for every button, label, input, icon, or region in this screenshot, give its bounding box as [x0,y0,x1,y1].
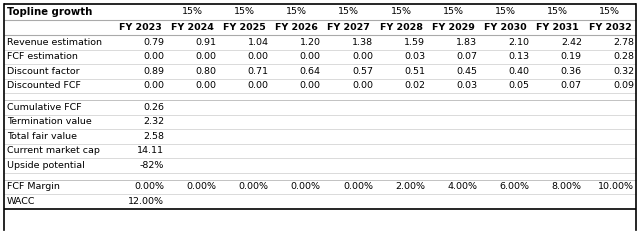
Text: 0.09: 0.09 [613,81,634,90]
Text: 15%: 15% [600,7,620,17]
Text: 14.11: 14.11 [137,146,164,155]
Text: 0.91: 0.91 [195,38,216,47]
Text: FY 2028: FY 2028 [380,23,422,32]
Text: Termination value: Termination value [7,117,92,126]
Text: 0.40: 0.40 [509,67,530,76]
Text: 15%: 15% [339,7,360,17]
Text: 0.36: 0.36 [561,67,582,76]
Text: 0.51: 0.51 [404,67,425,76]
Text: 0.32: 0.32 [613,67,634,76]
Text: 4.00%: 4.00% [447,182,477,191]
Text: FY 2032: FY 2032 [589,23,631,32]
Text: 0.00%: 0.00% [291,182,321,191]
Text: 0.00: 0.00 [143,52,164,61]
Text: 0.00: 0.00 [352,81,373,90]
Text: FY 2026: FY 2026 [275,23,318,32]
Text: FY 2023: FY 2023 [119,23,161,32]
Text: Revenue estimation: Revenue estimation [7,38,102,47]
Text: 0.00%: 0.00% [134,182,164,191]
Text: 0.28: 0.28 [613,52,634,61]
Text: FY 2024: FY 2024 [171,23,214,32]
Text: 0.00: 0.00 [300,52,321,61]
Text: 0.13: 0.13 [508,52,530,61]
Text: 2.32: 2.32 [143,117,164,126]
Text: 0.71: 0.71 [248,67,269,76]
Text: 1.59: 1.59 [404,38,425,47]
Text: Current market cap: Current market cap [7,146,100,155]
Text: 0.07: 0.07 [456,52,477,61]
Text: FCF Margin: FCF Margin [7,182,60,191]
Text: 15%: 15% [547,7,568,17]
Text: 0.19: 0.19 [561,52,582,61]
Text: 2.42: 2.42 [561,38,582,47]
Text: 0.07: 0.07 [561,81,582,90]
Text: Cumulative FCF: Cumulative FCF [7,103,82,112]
Text: 10.00%: 10.00% [598,182,634,191]
Text: WACC: WACC [7,197,35,206]
Text: 0.00%: 0.00% [239,182,269,191]
Text: 1.83: 1.83 [456,38,477,47]
Text: 12.00%: 12.00% [128,197,164,206]
Text: 2.78: 2.78 [613,38,634,47]
Text: 15%: 15% [286,7,307,17]
Text: 1.20: 1.20 [300,38,321,47]
Text: 8.00%: 8.00% [552,182,582,191]
Text: 1.38: 1.38 [352,38,373,47]
Text: Topline growth: Topline growth [7,7,92,17]
Text: 0.45: 0.45 [456,67,477,76]
Text: 0.64: 0.64 [300,67,321,76]
Text: FY 2031: FY 2031 [536,23,579,32]
Text: 0.57: 0.57 [352,67,373,76]
Text: 0.00: 0.00 [248,52,269,61]
Text: 2.00%: 2.00% [396,182,425,191]
Text: 0.00: 0.00 [300,81,321,90]
Text: FY 2029: FY 2029 [432,23,475,32]
Text: 15%: 15% [495,7,516,17]
Text: 0.03: 0.03 [404,52,425,61]
Text: 0.00%: 0.00% [186,182,216,191]
Text: 0.79: 0.79 [143,38,164,47]
Text: 0.00: 0.00 [195,81,216,90]
Text: FY 2030: FY 2030 [484,23,527,32]
Text: 1.04: 1.04 [248,38,269,47]
Text: 0.00: 0.00 [248,81,269,90]
Text: Discount factor: Discount factor [7,67,79,76]
Text: 2.10: 2.10 [509,38,530,47]
Text: 0.00: 0.00 [195,52,216,61]
Text: Discounted FCF: Discounted FCF [7,81,81,90]
Text: 2.58: 2.58 [143,132,164,141]
Text: 6.00%: 6.00% [500,182,530,191]
Text: 0.89: 0.89 [143,67,164,76]
Text: 0.03: 0.03 [456,81,477,90]
Text: -82%: -82% [140,161,164,170]
Text: 0.26: 0.26 [143,103,164,112]
Text: Upside potential: Upside potential [7,161,84,170]
Text: 15%: 15% [182,7,203,17]
Text: 15%: 15% [234,7,255,17]
Text: 0.00%: 0.00% [343,182,373,191]
Text: 15%: 15% [443,7,464,17]
Text: 0.00: 0.00 [143,81,164,90]
Text: Total fair value: Total fair value [7,132,77,141]
Text: FCF estimation: FCF estimation [7,52,78,61]
Text: 0.05: 0.05 [509,81,530,90]
Text: FY 2025: FY 2025 [223,23,266,32]
Text: 15%: 15% [390,7,412,17]
Text: 0.00: 0.00 [352,52,373,61]
Text: 0.80: 0.80 [195,67,216,76]
Text: FY 2027: FY 2027 [328,23,371,32]
Text: 0.02: 0.02 [404,81,425,90]
